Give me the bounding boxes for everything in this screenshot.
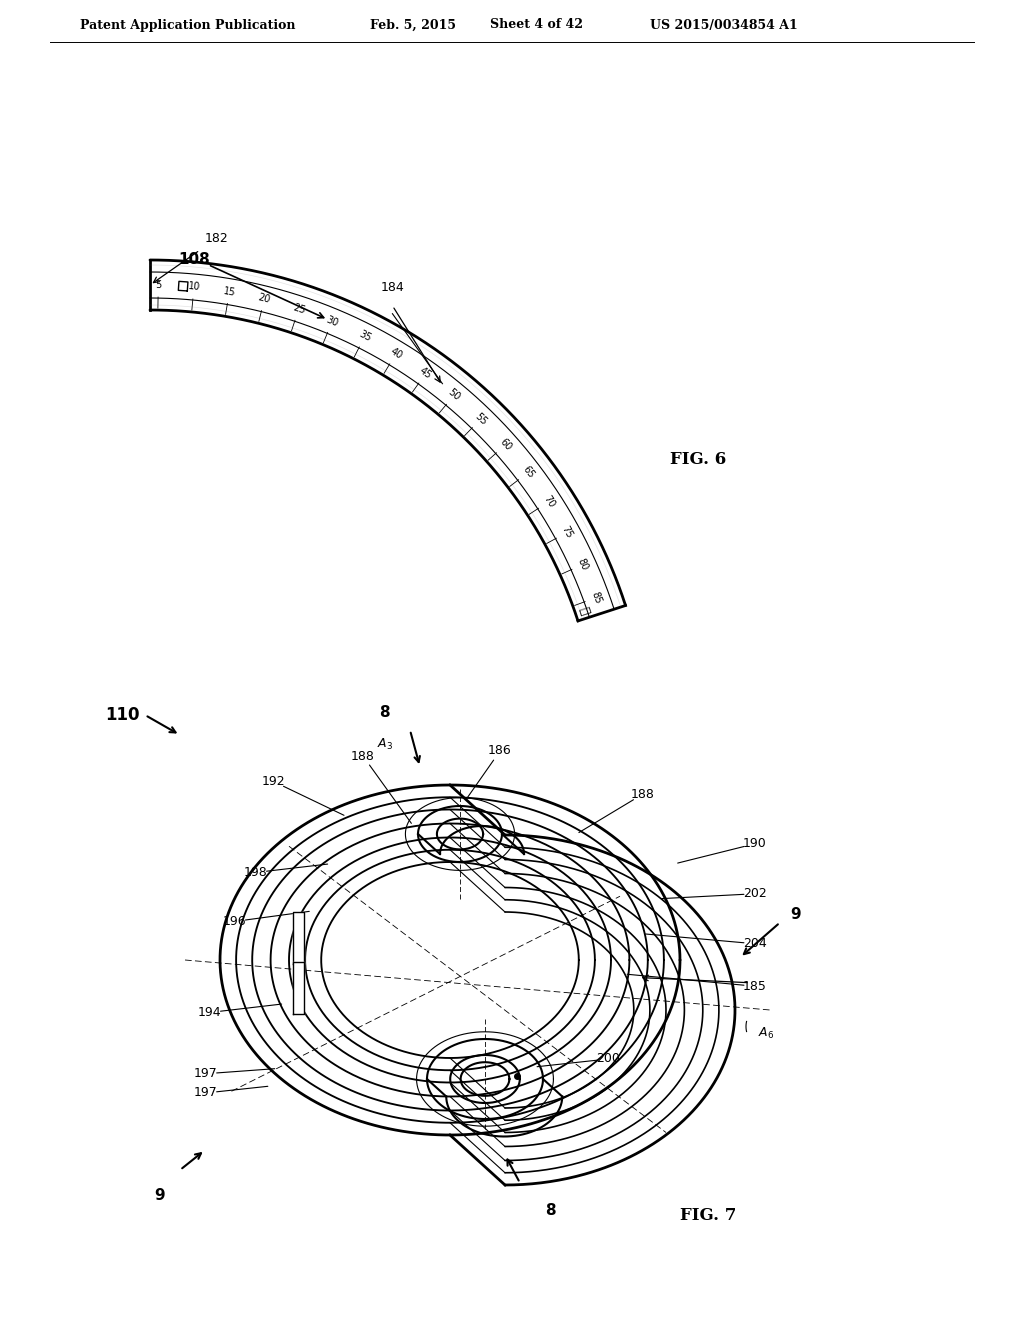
Text: 108: 108 (178, 252, 210, 267)
Text: 197: 197 (194, 1086, 217, 1100)
Text: 198: 198 (244, 866, 267, 879)
Text: $A_6$: $A_6$ (758, 1026, 774, 1041)
Text: 200: 200 (596, 1052, 620, 1065)
Text: 85: 85 (590, 590, 603, 605)
Text: Patent Application Publication: Patent Application Publication (80, 18, 296, 32)
Text: 80: 80 (575, 557, 590, 572)
Text: 202: 202 (743, 887, 767, 900)
Text: Ⓒ: Ⓒ (577, 605, 591, 616)
Text: 196: 196 (222, 915, 246, 928)
Text: 55: 55 (473, 411, 488, 426)
Text: 192: 192 (262, 775, 286, 788)
Text: 8: 8 (545, 1203, 556, 1218)
Text: FIG. 7: FIG. 7 (680, 1206, 736, 1224)
Text: 188: 188 (631, 788, 655, 800)
Text: 9: 9 (155, 1188, 165, 1203)
Text: 182: 182 (205, 232, 228, 246)
Text: 197: 197 (194, 1068, 217, 1080)
Text: 15: 15 (222, 285, 237, 297)
Text: Sheet 4 of 42: Sheet 4 of 42 (490, 18, 583, 32)
Text: 30: 30 (325, 314, 340, 329)
Text: 204: 204 (743, 937, 767, 950)
Text: 10: 10 (187, 281, 201, 293)
Text: 25: 25 (291, 302, 306, 315)
Text: 184: 184 (381, 281, 404, 293)
Text: US 2015/0034854 A1: US 2015/0034854 A1 (650, 18, 798, 32)
Text: 194: 194 (198, 1006, 221, 1019)
Text: 75: 75 (559, 524, 574, 540)
Polygon shape (293, 962, 304, 1014)
Text: 110: 110 (105, 706, 140, 723)
Text: 185: 185 (743, 979, 767, 993)
Text: 8: 8 (379, 705, 390, 719)
Text: FIG. 6: FIG. 6 (670, 451, 726, 469)
Text: 60: 60 (498, 437, 513, 453)
Text: 65: 65 (520, 465, 536, 480)
Text: 40: 40 (388, 346, 403, 362)
Polygon shape (293, 912, 304, 964)
Text: 70: 70 (541, 494, 556, 510)
Text: 50: 50 (446, 387, 462, 403)
Text: 45: 45 (418, 366, 434, 381)
Text: 186: 186 (488, 744, 512, 758)
Text: 5: 5 (155, 280, 162, 290)
Text: Feb. 5, 2015: Feb. 5, 2015 (370, 18, 456, 32)
Text: 35: 35 (357, 329, 373, 343)
Text: 190: 190 (743, 837, 767, 850)
Text: 9: 9 (790, 907, 801, 921)
Text: $A_3$: $A_3$ (377, 737, 393, 752)
Polygon shape (178, 281, 188, 290)
Text: 20: 20 (257, 293, 271, 305)
Text: 188: 188 (351, 750, 375, 763)
